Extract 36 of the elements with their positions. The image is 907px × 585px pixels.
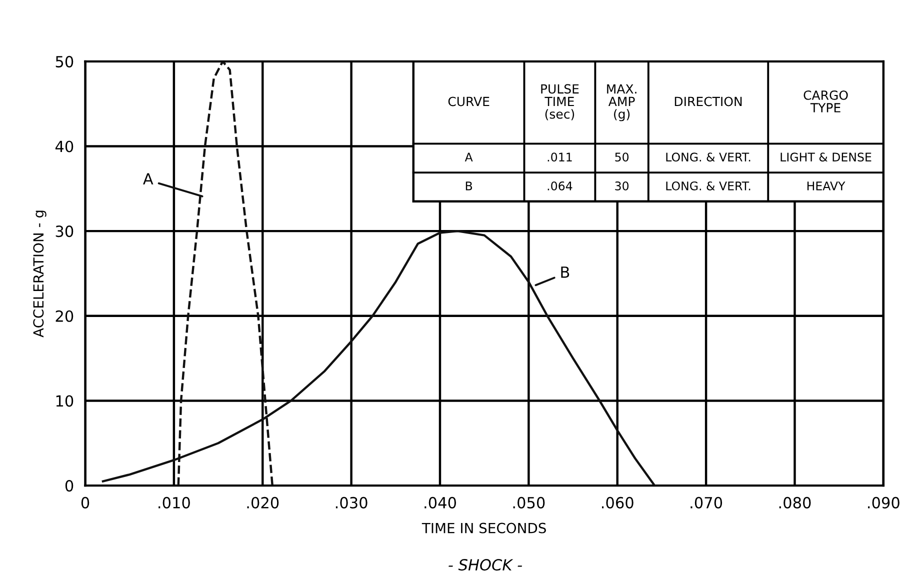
x-tick-label: .050 (513, 496, 545, 508)
annotation: CURVE (448, 96, 490, 106)
annotation: B (466, 182, 472, 190)
annotation: HEAVY (807, 182, 846, 190)
annotation: CARGO TYPE (804, 90, 848, 112)
annotation: 50 (615, 152, 629, 162)
x-tick-label: .030 (336, 496, 368, 508)
annotation: LONG. & VERT. (666, 152, 750, 162)
x-tick-label: .080 (779, 496, 811, 508)
x-tick-label: .040 (424, 496, 456, 508)
y-tick-label: 40 (55, 140, 74, 152)
y-tick-label: 20 (56, 310, 74, 322)
x-axis-title: TIME IN SECONDS (422, 522, 546, 534)
x-tick-label: .010 (158, 496, 190, 508)
y-axis-title: ACCELERATION - g (33, 210, 46, 338)
annotation: MAX. AMP (g) (607, 84, 636, 122)
x-tick-label: .070 (690, 496, 722, 508)
annotation: A (464, 152, 473, 162)
y-tick-label: 10 (56, 395, 74, 407)
annotation: .064 (548, 181, 572, 190)
annotation: LIGHT & DENSE (780, 152, 872, 162)
annotation: 30 (615, 181, 629, 190)
y-tick-label: 30 (56, 226, 74, 238)
x-tick-label: 0 (81, 496, 90, 508)
text: - SHOCK - (448, 559, 522, 571)
annotation: DIRECTION (674, 96, 742, 106)
annotation: PULSE TIME (sec) (541, 84, 579, 120)
annotation: .011 (548, 152, 572, 162)
x-tick-label: .090 (868, 496, 900, 508)
legend-label: B (561, 266, 570, 278)
y-tick-label: 0 (65, 480, 74, 492)
x-tick-label: .060 (602, 496, 634, 508)
annotation: LONG. & VERT. (666, 181, 750, 190)
y-tick-label: 50 (56, 56, 74, 68)
x-tick-label: .020 (247, 496, 279, 508)
text: A (143, 173, 154, 184)
